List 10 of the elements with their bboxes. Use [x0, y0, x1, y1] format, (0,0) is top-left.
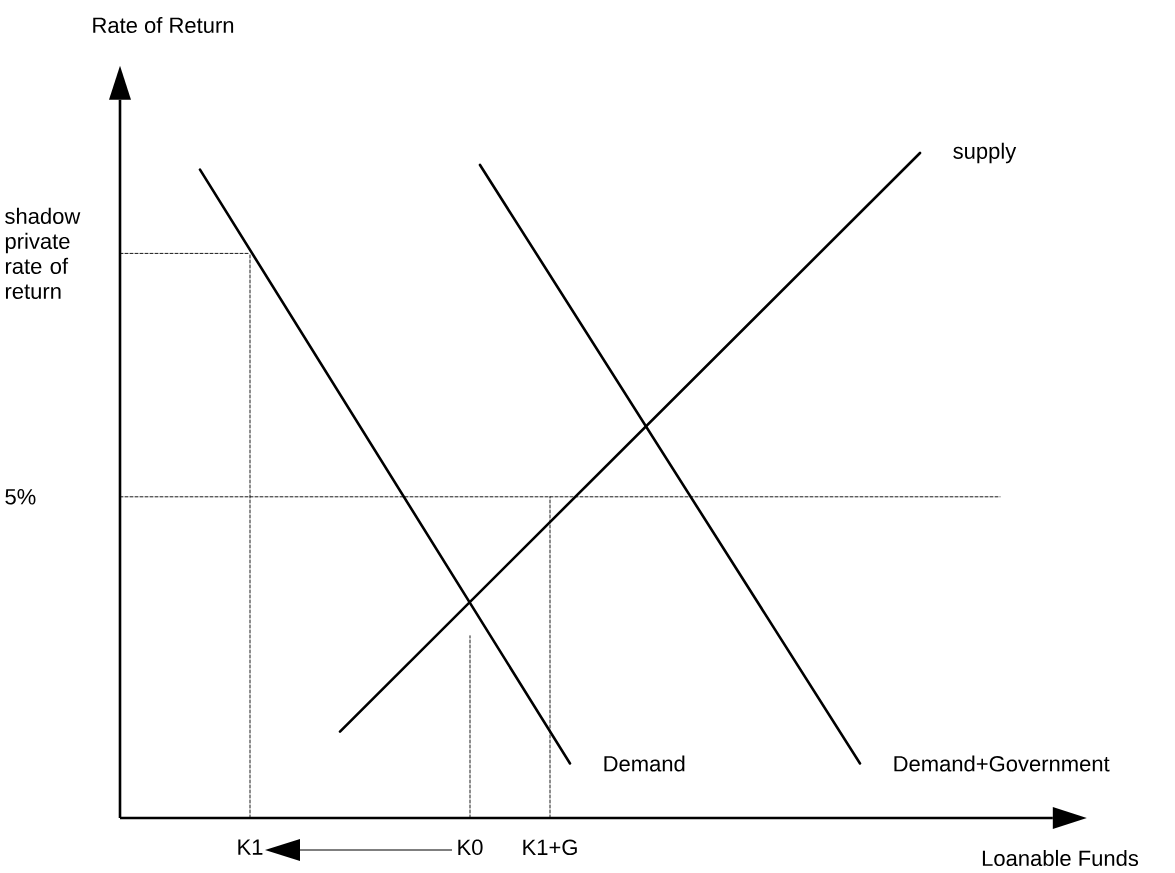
series-label: Demand+Government: [894, 755, 1110, 772]
x-tick-label: K1: [238, 839, 263, 855]
series-label: supply: [953, 142, 1017, 164]
x-axis-title: Loanable Funds: [982, 849, 1139, 867]
text: 5%: [5, 489, 36, 505]
text: shadow private rate of return: [5, 207, 81, 299]
series-label: Demand: [604, 755, 685, 772]
x-tick-label: K1+G: [523, 839, 577, 856]
x-tick-label: K0: [458, 839, 483, 856]
text: Rate of Return: [93, 16, 234, 34]
